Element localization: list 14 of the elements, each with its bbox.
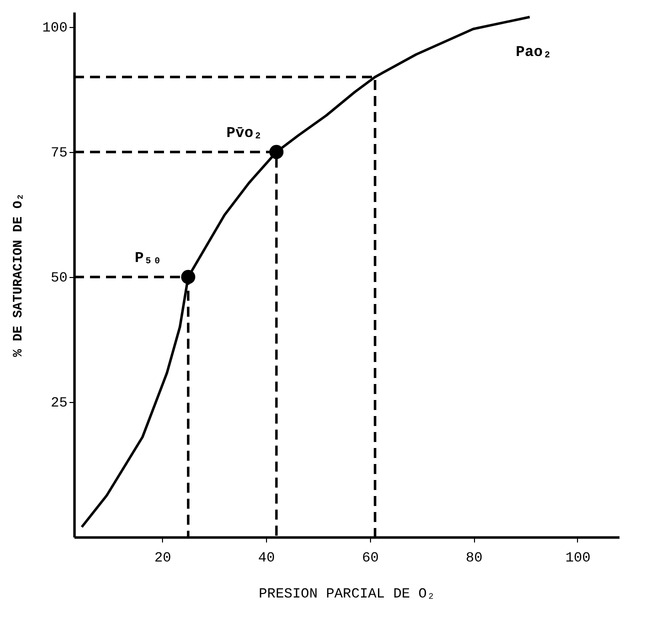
y-axis-title: % DE SATURACION DE O₂	[10, 193, 26, 357]
y-tick-label: 25	[50, 396, 68, 412]
x-tick-label: 80	[466, 550, 483, 566]
y-tick-label: 75	[50, 146, 68, 162]
annotation: Pv̄o₂	[226, 125, 262, 142]
x-tick-label: 40	[258, 550, 275, 566]
x-tick-label: 20	[154, 550, 172, 566]
x-tick-label: 100	[565, 550, 591, 566]
y-tick-label: 50	[50, 270, 68, 286]
x-axis-title: PRESION PARCIAL DE O₂	[258, 586, 436, 602]
annotation: P₅₀	[134, 250, 162, 267]
x-tick-label: 60	[362, 550, 379, 566]
y-tick-label: 100	[42, 20, 68, 36]
annotation: Pao₂	[516, 44, 552, 61]
